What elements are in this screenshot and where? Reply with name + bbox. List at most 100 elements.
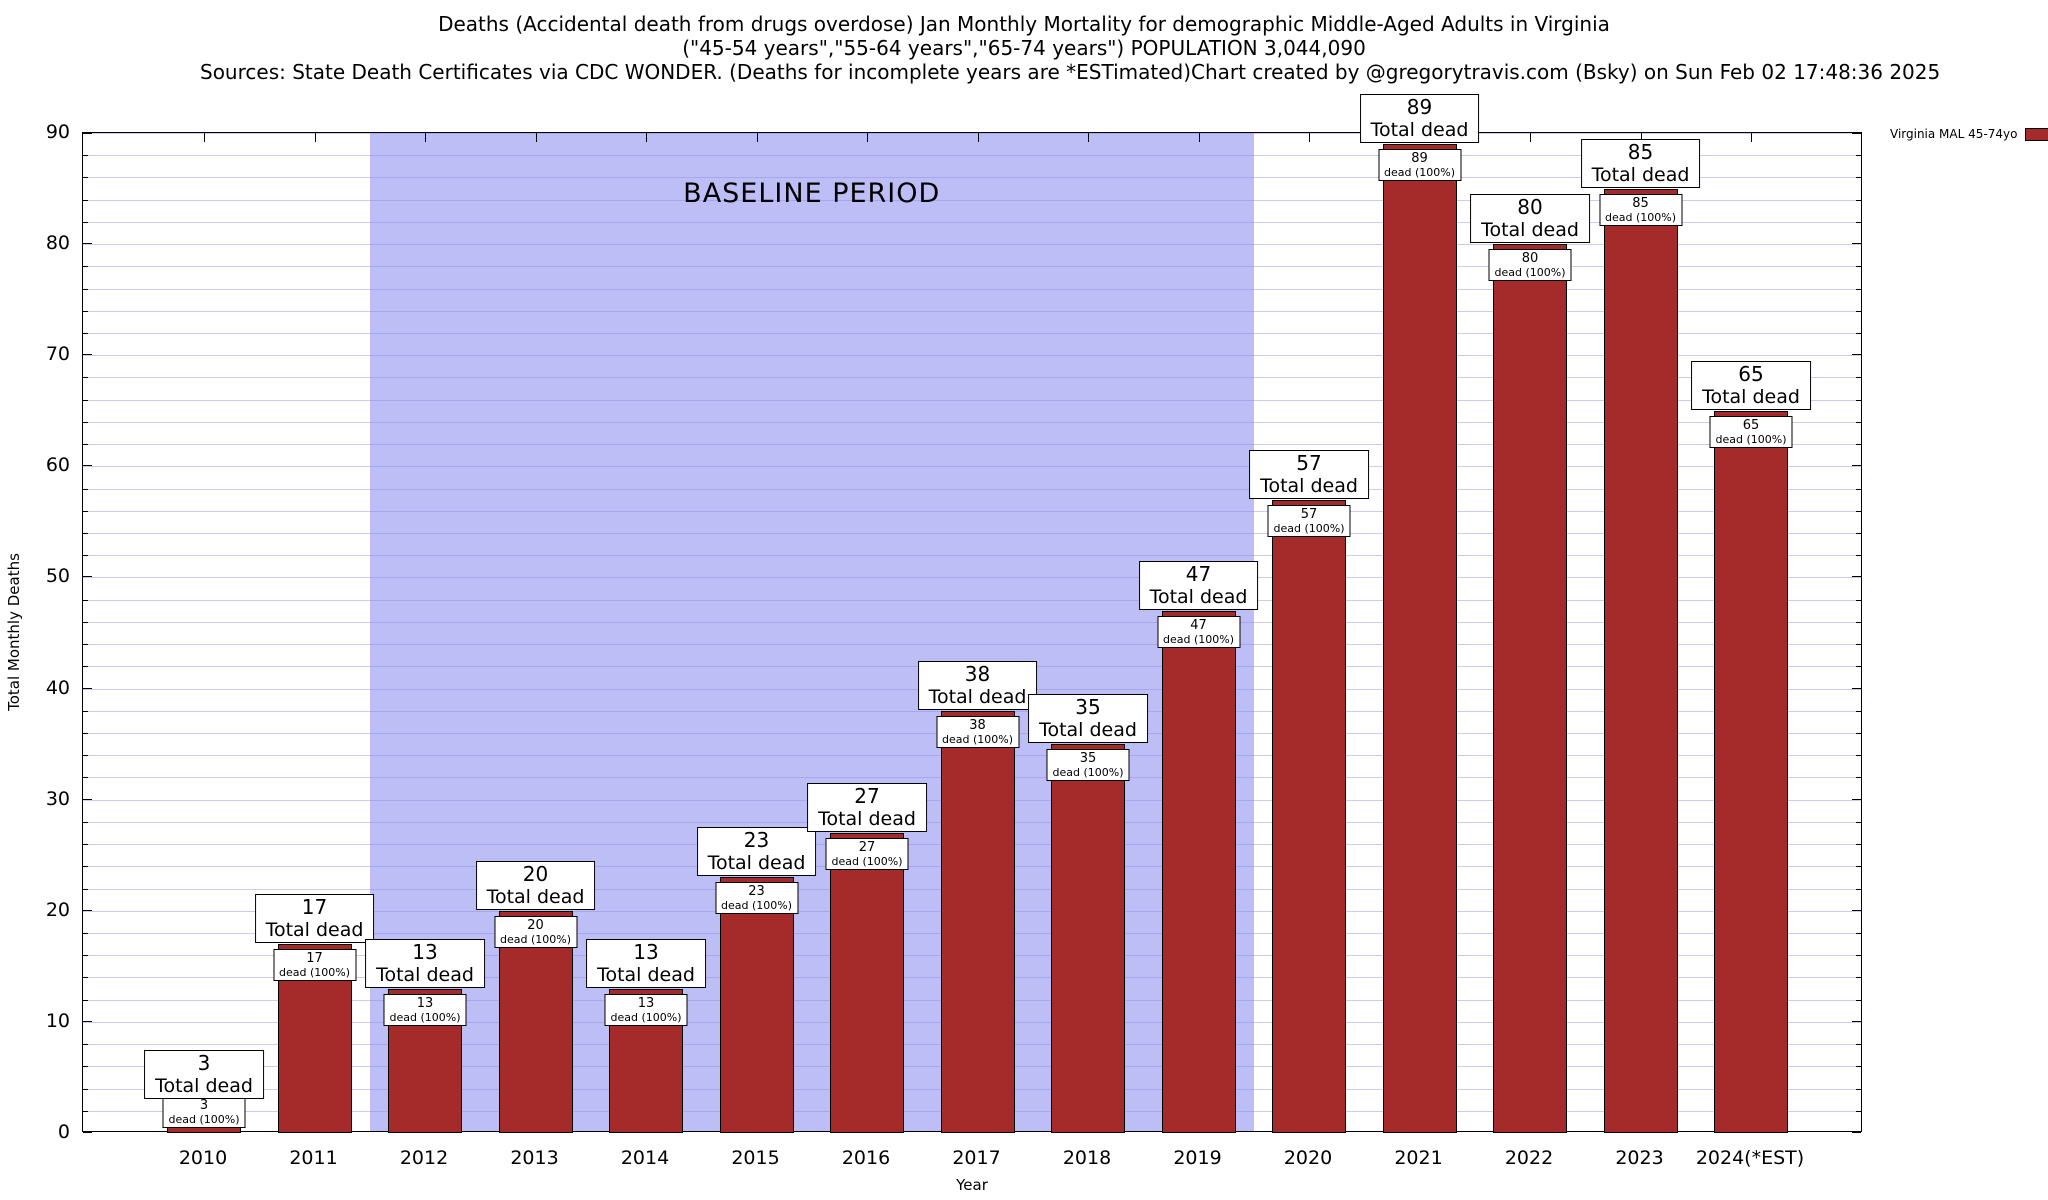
bar-pct-value: 13 bbox=[416, 995, 434, 1011]
bar-total-label: 17 Total dead bbox=[254, 894, 375, 944]
bar-pct-label: 38 dead (100%) bbox=[935, 715, 1020, 748]
bar-pct-value: 13 bbox=[637, 995, 655, 1011]
bar-pct-label: 35 dead (100%) bbox=[1046, 749, 1130, 782]
y-tick-mark bbox=[83, 1020, 92, 1022]
x-tick-label: 2020 bbox=[1283, 1147, 1333, 1169]
y-minor-tick-mark bbox=[83, 1088, 88, 1090]
y-tick-mark bbox=[1852, 576, 1861, 578]
bar-pct-value: 65 bbox=[1742, 417, 1760, 433]
bar-total-label: 57 Total dead bbox=[1249, 449, 1369, 499]
bar-total-label: 20 Total dead bbox=[475, 860, 596, 910]
y-minor-tick-mark bbox=[83, 866, 88, 868]
y-minor-tick-mark bbox=[1856, 821, 1861, 823]
y-minor-tick-mark bbox=[1856, 177, 1861, 179]
y-minor-tick-mark bbox=[83, 333, 88, 334]
bar-pct-label: 47 dead (100%) bbox=[1156, 615, 1241, 648]
bar-total-label: 35 Total dead bbox=[1028, 694, 1148, 744]
chart-credit: Chart created by @gregorytravis.com (Bsk… bbox=[1191, 60, 1941, 84]
bar-2022 bbox=[1493, 244, 1567, 1133]
bar-pct-value: 85 bbox=[1632, 195, 1649, 211]
y-minor-tick-mark bbox=[83, 399, 88, 401]
bar-total-value: 85 bbox=[1627, 139, 1654, 164]
y-tick-label: 40 bbox=[45, 676, 70, 699]
legend-swatch bbox=[2025, 127, 2048, 141]
y-minor-tick-mark bbox=[83, 666, 88, 668]
y-tick-mark bbox=[1852, 1132, 1861, 1133]
bar-pct-label: 89 dead (100%) bbox=[1377, 149, 1462, 182]
y-minor-tick-mark bbox=[1856, 599, 1861, 601]
bar-total-label: 27 Total dead bbox=[807, 783, 927, 832]
bar-pct-label: 23 dead (100%) bbox=[714, 882, 799, 915]
bar-total-text: Total dead bbox=[1149, 585, 1248, 608]
x-tick-mark bbox=[756, 133, 758, 142]
y-tick-mark bbox=[83, 1132, 92, 1133]
y-minor-tick-mark bbox=[1856, 977, 1861, 979]
bar-total-value: 35 bbox=[1075, 695, 1101, 720]
y-tick-label: 70 bbox=[45, 343, 70, 366]
y-minor-tick-mark bbox=[1856, 888, 1861, 890]
y-tick-mark bbox=[83, 687, 92, 689]
x-tick-mark bbox=[1640, 133, 1642, 142]
y-minor-tick-mark bbox=[1856, 733, 1861, 734]
chart-meta-row: Sources: State Death Certificates via CD… bbox=[200, 60, 1940, 84]
bar-total-value: 47 bbox=[1185, 561, 1212, 586]
x-tick-mark bbox=[1751, 133, 1752, 142]
y-minor-tick-mark bbox=[1856, 488, 1861, 490]
bar-pct-label: 65 dead (100%) bbox=[1709, 415, 1793, 448]
y-minor-tick-mark bbox=[1856, 310, 1861, 312]
y-minor-tick-mark bbox=[83, 533, 88, 534]
y-minor-tick-mark bbox=[1856, 955, 1861, 957]
bar-2019 bbox=[1161, 610, 1236, 1133]
bar-pct-text: dead (100%) bbox=[610, 1010, 682, 1024]
x-tick-mark bbox=[314, 133, 316, 142]
x-tick-label: 2023 bbox=[1615, 1147, 1664, 1169]
x-tick-label: 2019 bbox=[1173, 1147, 1222, 1169]
chart-subtitle: ("45-54 years","55-64 years","65-74 year… bbox=[682, 36, 1366, 60]
y-tick-label: 10 bbox=[45, 1009, 70, 1032]
bar-total-label: 65 Total dead bbox=[1691, 360, 1811, 410]
y-tick-mark bbox=[1852, 798, 1861, 800]
y-minor-tick-mark bbox=[83, 421, 88, 423]
y-minor-tick-mark bbox=[83, 733, 88, 734]
y-minor-tick-mark bbox=[83, 977, 88, 979]
bar-total-text: Total dead bbox=[376, 963, 474, 986]
bar-pct-text: dead (100%) bbox=[499, 932, 572, 946]
y-minor-tick-mark bbox=[83, 621, 88, 623]
bar-total-label: 13 Total dead bbox=[586, 938, 706, 988]
bar-total-value: 65 bbox=[1738, 361, 1764, 386]
x-tick-label: 2022 bbox=[1504, 1147, 1554, 1169]
bar-total-text: Total dead bbox=[1370, 119, 1469, 142]
x-tick-label: 2016 bbox=[841, 1147, 891, 1169]
y-minor-tick-mark bbox=[1856, 444, 1861, 446]
y-minor-tick-mark bbox=[1856, 421, 1861, 423]
bar-pct-value: 38 bbox=[969, 717, 986, 733]
bar-total-label: 89 Total dead bbox=[1359, 94, 1480, 144]
chart-title: Deaths (Accidental death from drugs over… bbox=[438, 12, 1610, 36]
y-tick-mark bbox=[83, 909, 92, 911]
y-minor-tick-mark bbox=[83, 177, 88, 179]
bar-total-value: 17 bbox=[301, 895, 328, 920]
bar-pct-text: dead (100%) bbox=[1715, 432, 1787, 446]
y-minor-tick-mark bbox=[1856, 155, 1861, 157]
y-minor-tick-mark bbox=[83, 310, 88, 312]
bar-total-value: 89 bbox=[1406, 95, 1433, 120]
y-minor-tick-mark bbox=[83, 644, 88, 646]
y-tick-mark bbox=[83, 465, 92, 467]
y-minor-tick-mark bbox=[83, 844, 88, 846]
plot-area: BASELINE PERIOD 3 dead (100%) 17 dead (100%… bbox=[82, 94, 1862, 1133]
bar-pct-text: dead (100%) bbox=[1052, 766, 1124, 780]
y-minor-tick-mark bbox=[1856, 377, 1861, 379]
x-tick-mark bbox=[1198, 133, 1200, 142]
y-minor-tick-mark bbox=[1856, 555, 1861, 557]
y-minor-tick-mark bbox=[1856, 1088, 1861, 1090]
y-minor-tick-mark bbox=[83, 999, 88, 1001]
bar-total-text: Total dead bbox=[928, 685, 1027, 708]
x-tick-label: 2021 bbox=[1394, 1147, 1443, 1169]
y-minor-tick-mark bbox=[83, 488, 88, 490]
bar-total-text: Total dead bbox=[597, 963, 695, 986]
y-minor-tick-mark bbox=[1856, 399, 1861, 401]
bar-pct-text: dead (100%) bbox=[831, 855, 903, 868]
bar-pct-label: 20 dead (100%) bbox=[493, 915, 578, 948]
y-minor-tick-mark bbox=[83, 510, 88, 512]
y-minor-tick-mark bbox=[83, 599, 88, 601]
